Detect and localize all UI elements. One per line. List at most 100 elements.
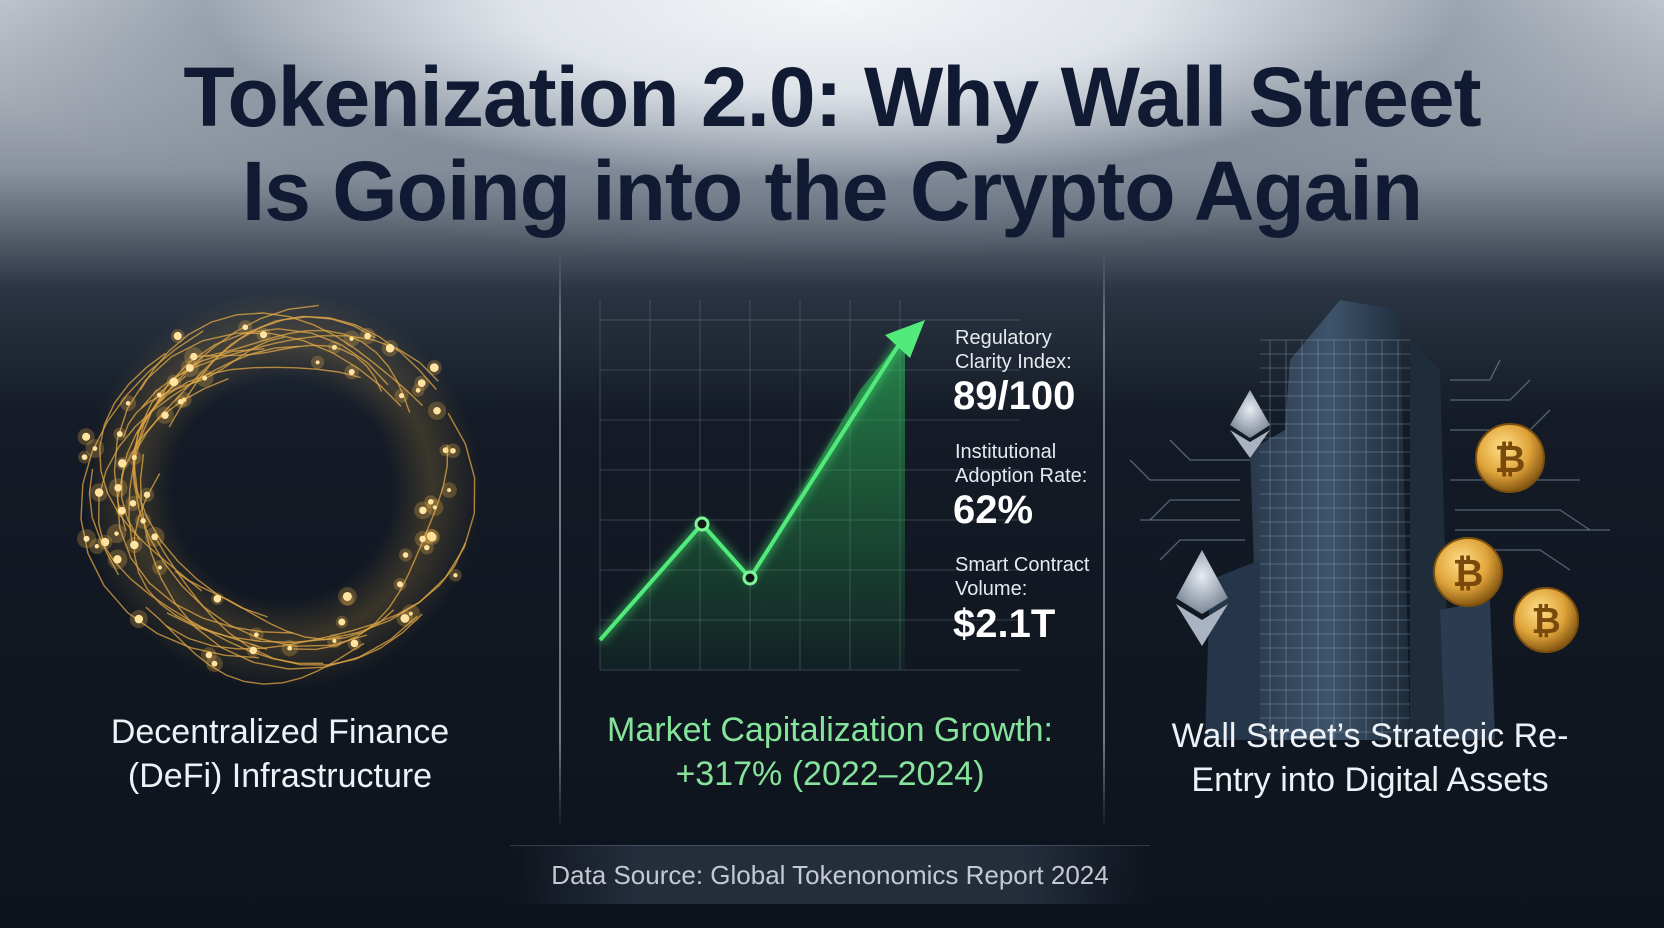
- ring-node: [287, 645, 293, 651]
- ring-node: [417, 379, 426, 387]
- ring-node: [453, 573, 458, 578]
- stat-label-regulatory-line-1: Regulatory: [955, 327, 1052, 349]
- ring-strand: [80, 330, 259, 659]
- divider-left: [559, 250, 561, 830]
- ring-strand: [122, 336, 285, 438]
- ring-node: [408, 611, 413, 616]
- ring-node: [117, 506, 126, 515]
- ethereum-icon-lower: [1176, 550, 1228, 646]
- stat-value-regulatory: 89/100: [953, 374, 1076, 418]
- ring-node: [419, 506, 427, 515]
- svg-text:₿: ₿: [1453, 551, 1484, 595]
- ring-strand: [166, 412, 476, 644]
- ring-node: [419, 535, 427, 543]
- ring-node: [433, 406, 441, 415]
- ring-node: [113, 555, 122, 564]
- ring-node: [140, 518, 146, 524]
- ring-node: [190, 352, 198, 361]
- stat-label-adoption-line-1: Institutional: [955, 441, 1057, 463]
- ring-strand: [98, 352, 203, 592]
- skyscraper-with-crypto-coins-icon: ₿ ₿ ₿: [1129, 300, 1610, 740]
- rising-arrow-chart-icon: [596, 300, 1020, 671]
- circuit-trace: [1169, 439, 1250, 461]
- stat-label-contract-volume-line-2: Volume:: [955, 578, 1028, 600]
- ring-node: [242, 324, 249, 331]
- ring-node: [202, 375, 208, 381]
- circuit-trace: [1159, 539, 1245, 561]
- ring-node: [211, 660, 218, 667]
- ring-node: [338, 618, 346, 626]
- ring-strand: [293, 445, 449, 651]
- ring-node: [398, 393, 405, 399]
- ring-node: [116, 430, 123, 437]
- ring-node: [94, 544, 100, 549]
- ring-node: [156, 392, 162, 398]
- ring-node: [249, 646, 258, 655]
- ring-node: [82, 432, 91, 441]
- stat-label-contract-volume-line-1: Smart Contract: [955, 554, 1090, 576]
- ring-node: [396, 581, 404, 588]
- ring-node: [424, 544, 430, 551]
- title-line-1: Tokenization 2.0: Why Wall Street: [183, 50, 1481, 144]
- ring-node: [83, 535, 90, 542]
- ring-strand: [174, 570, 395, 641]
- page-title: Tokenization 2.0: Why Wall Street Is Goi…: [0, 50, 1664, 238]
- ring-strand: [113, 332, 402, 532]
- wall-street-caption: Wall Street’s Strategic Re- Entry into D…: [1110, 714, 1630, 802]
- bitcoin-coin-top: ₿: [1475, 423, 1545, 493]
- circuit-trace: [1149, 499, 1240, 521]
- bitcoin-coin-middle: ₿: [1433, 537, 1503, 607]
- stat-label-regulatory-line-2: Clarity Index:: [955, 351, 1072, 373]
- ring-strand: [139, 453, 418, 670]
- ring-node: [213, 594, 222, 603]
- ring-node: [259, 331, 268, 339]
- ring-node: [114, 531, 119, 536]
- wall-street-illustration: ₿ ₿ ₿: [1110, 280, 1630, 740]
- circuit-trace: [1129, 459, 1240, 481]
- svg-text:₿: ₿: [1531, 601, 1560, 642]
- ring-node: [143, 491, 151, 498]
- ring-strand: [88, 468, 324, 664]
- ring-node: [130, 540, 139, 550]
- ring-node: [450, 447, 456, 454]
- defi-caption-line-2: (DeFi) Infrastructure: [127, 757, 433, 795]
- stat-label-adoption: Institutional Adoption Rate:: [955, 440, 1087, 488]
- ring-node: [331, 344, 337, 350]
- defi-caption-line-1: Decentralized Finance: [110, 713, 450, 751]
- ring-node: [129, 500, 137, 507]
- ring-node: [157, 565, 163, 570]
- ring-node: [385, 343, 395, 353]
- ring-node: [151, 533, 159, 541]
- ring-node: [348, 368, 355, 376]
- circuit-trace: [1450, 359, 1501, 381]
- ring-node: [426, 531, 436, 541]
- ring-node: [442, 447, 449, 454]
- ring-node: [427, 498, 434, 505]
- ring-node: [169, 377, 179, 387]
- stat-value-contract-volume: $2.1T: [953, 602, 1056, 646]
- ring-node: [161, 411, 169, 419]
- market-growth-caption: Market Capitalization Growth: +317% (202…: [560, 708, 1100, 796]
- growth-chart-illustration: [560, 280, 1100, 800]
- title-line-2: Is Going into the Crypto Again: [241, 144, 1423, 238]
- ring-node: [400, 614, 410, 623]
- ring-node: [253, 632, 259, 638]
- ring-node: [429, 363, 439, 373]
- ring-node: [342, 591, 352, 601]
- ring-node: [415, 387, 421, 393]
- ring-node: [134, 614, 144, 624]
- ring-node: [205, 651, 213, 659]
- ring-node: [94, 488, 104, 497]
- defi-illustration: [60, 280, 500, 700]
- data-source-bar: Data Source: Global Tokenonomics Report …: [510, 845, 1150, 904]
- circuit-trace: [1455, 509, 1591, 531]
- ring-node: [173, 331, 182, 341]
- ring-node: [447, 488, 452, 493]
- ring-node: [364, 332, 371, 340]
- wall-street-caption-line-1: Wall Street’s Strategic Re-: [1171, 717, 1569, 755]
- ring-node: [92, 446, 98, 451]
- ring-strand: [139, 312, 424, 407]
- ring-strand: [116, 377, 293, 634]
- ring-node: [100, 537, 110, 547]
- ring-node: [131, 454, 137, 461]
